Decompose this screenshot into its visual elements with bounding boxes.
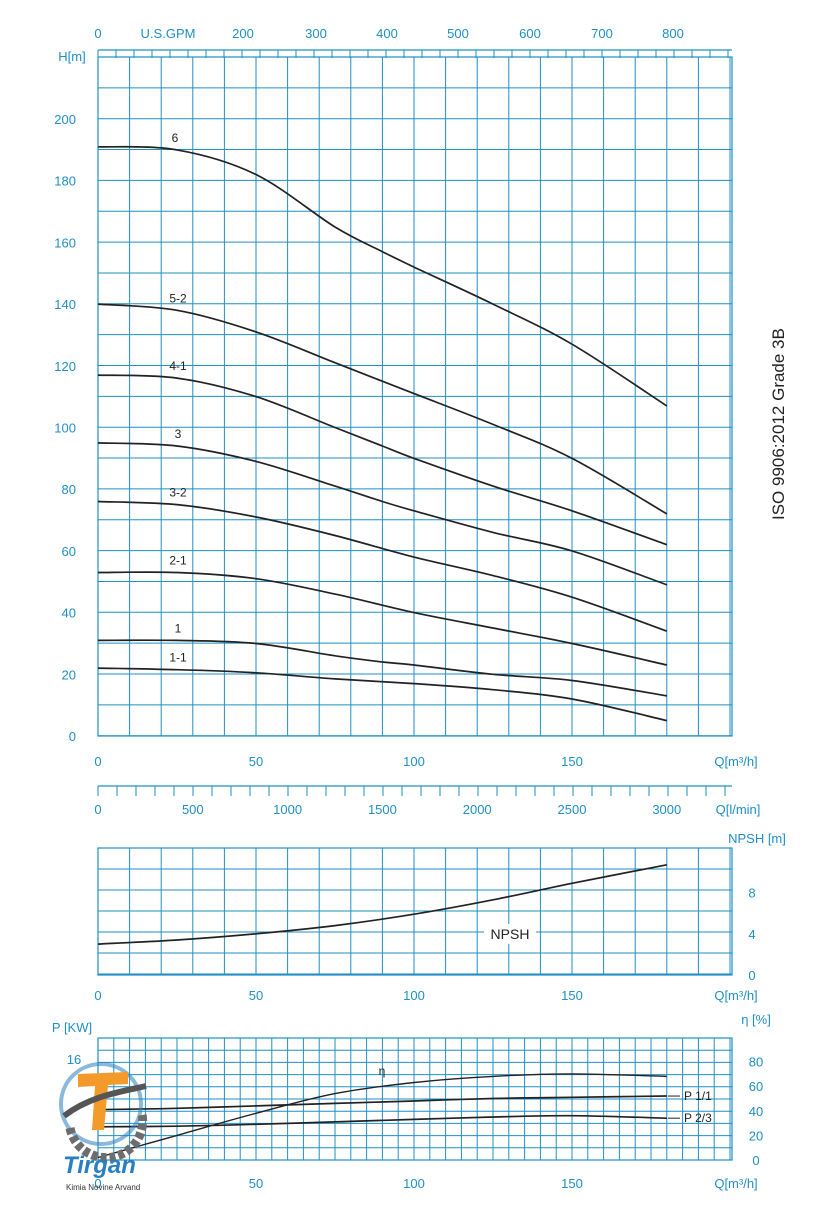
gpm-tick-label: 0	[94, 26, 101, 41]
gpm-tick-label: 700	[591, 26, 613, 41]
npsh-x-tick-label: 150	[561, 988, 583, 1003]
q-tick-label: 150	[561, 754, 583, 769]
hq-grid-frame	[97, 56, 733, 737]
logo-swoosh	[62, 1083, 147, 1119]
curve-2-1	[97, 571, 667, 666]
npsh-x-tick-label: 0	[94, 988, 101, 1003]
eta-tick-label: 40	[749, 1104, 763, 1119]
h-tick-label: 40	[62, 606, 76, 621]
curve-label-1: 1	[175, 621, 182, 635]
curve-label-3-2: 3-2	[169, 486, 187, 500]
eta-tick-label: 80	[749, 1055, 763, 1070]
lmin-tick-label: 500	[182, 802, 204, 817]
q-tick-label: 100	[403, 754, 425, 769]
eta-tick-label: 0	[752, 1153, 759, 1168]
tirgan-logo: Tirgan Kimia Novine Arvand	[59, 1062, 148, 1192]
curve-label-5-2: 5-2	[169, 291, 187, 305]
curve-1-1	[97, 667, 667, 722]
npsh-x-tick-label: 50	[249, 988, 263, 1003]
power-curve-2	[97, 1114, 667, 1128]
npsh-axis-title: NPSH [m]	[728, 831, 786, 846]
logo-tagline: Kimia Novine Arvand	[66, 1183, 140, 1192]
lmin-tick-label: 1500	[368, 802, 397, 817]
curve-3-2	[97, 500, 668, 632]
axes-layer	[97, 49, 732, 796]
npsh-curve	[97, 863, 667, 945]
gpm-tick-label: 400	[376, 26, 398, 41]
h-tick-label: 160	[54, 235, 76, 250]
logo-brand: Tirgan	[63, 1152, 136, 1179]
curve-label-1-1: 1-1	[169, 651, 187, 665]
eta-tick-label: 60	[749, 1079, 763, 1094]
npsh-curve-label: NPSH	[491, 926, 530, 942]
curve-label-6: 6	[172, 131, 179, 145]
eta-curve-label: η	[379, 1064, 386, 1078]
npsh-tick-label: 0	[748, 968, 755, 983]
h-tick-label: 200	[54, 112, 76, 127]
npsh-label-bg	[484, 924, 536, 944]
gpm-tick-label: 500	[447, 26, 469, 41]
p-x-tick-label: 150	[561, 1176, 583, 1191]
npsh-x-tick-label: 100	[403, 988, 425, 1003]
curve-4-1	[97, 374, 668, 546]
p-x-axis-title: Q[m³/h]	[714, 1176, 757, 1191]
p-tick-label: 16	[67, 1052, 81, 1067]
gpm-tick-label: 300	[305, 26, 327, 41]
npsh-tick-label: 8	[748, 886, 755, 901]
q-tick-label: 0	[94, 754, 101, 769]
gpm-tick-label: 200	[232, 26, 254, 41]
q-tick-label: 50	[249, 754, 263, 769]
curve-5-2	[97, 303, 668, 515]
labels-layer: 0 200 300 400 500 600 700 800U.S.GPM02040608010…	[52, 26, 786, 1191]
h-tick-label: 80	[62, 482, 76, 497]
eta-tick-label: 20	[749, 1128, 763, 1143]
curve-label-4-1: 4-1	[169, 359, 187, 373]
gpm-tick-label: 600	[519, 26, 541, 41]
h-tick-label: 180	[54, 174, 76, 189]
p-axis-title: P [KW]	[52, 1020, 92, 1035]
power-curve-label-2: P 2/3	[684, 1111, 712, 1125]
eta-axis-title: η [%]	[741, 1012, 771, 1027]
lmin-tick-label: 2500	[558, 802, 587, 817]
h-axis-title: H[m]	[58, 49, 85, 64]
p-x-tick-label: 0	[94, 1176, 101, 1191]
lmin-tick-label: 1000	[273, 802, 302, 817]
h-tick-label: 120	[54, 359, 76, 374]
logo-gear	[65, 1113, 148, 1163]
lmin-tick-label: 3000	[652, 802, 681, 817]
p-x-tick-label: 100	[403, 1176, 425, 1191]
curve-1	[97, 639, 667, 697]
h-tick-label: 140	[54, 297, 76, 312]
power-curve-1	[97, 1095, 667, 1111]
h-tick-label: 0	[69, 729, 76, 744]
logo-ring	[59, 1062, 143, 1146]
curve-3	[97, 442, 668, 586]
h-tick-label: 60	[62, 544, 76, 559]
curve-label-3: 3	[175, 427, 182, 441]
power-curve-0	[97, 1073, 667, 1159]
lmin-tick-label: 0	[94, 802, 101, 817]
curve-6	[97, 145, 668, 407]
lmin-axis-title: Q[l/min]	[716, 802, 761, 817]
curve-label-2-1: 2-1	[169, 553, 187, 567]
curves-layer	[97, 145, 680, 1159]
iso-grade-label: ISO 9906:2012 Grade 3B	[769, 328, 788, 520]
power-curve-label-1: P 1/1	[684, 1089, 712, 1103]
p-x-tick-label: 50	[249, 1176, 263, 1191]
npsh-x-axis-title: Q[m³/h]	[714, 988, 757, 1003]
h-tick-label: 20	[62, 667, 76, 682]
q-axis-title: Q[m³/h]	[714, 754, 757, 769]
npsh-grid-frame	[97, 847, 733, 976]
lmin-tick-label: 2000	[463, 802, 492, 817]
h-tick-label: 100	[54, 421, 76, 436]
gpm-axis-title: U.S.GPM	[141, 26, 196, 41]
npsh-tick-label: 4	[748, 927, 755, 942]
logo-t-orange	[78, 1072, 128, 1130]
gpm-tick-label: 800	[662, 26, 684, 41]
